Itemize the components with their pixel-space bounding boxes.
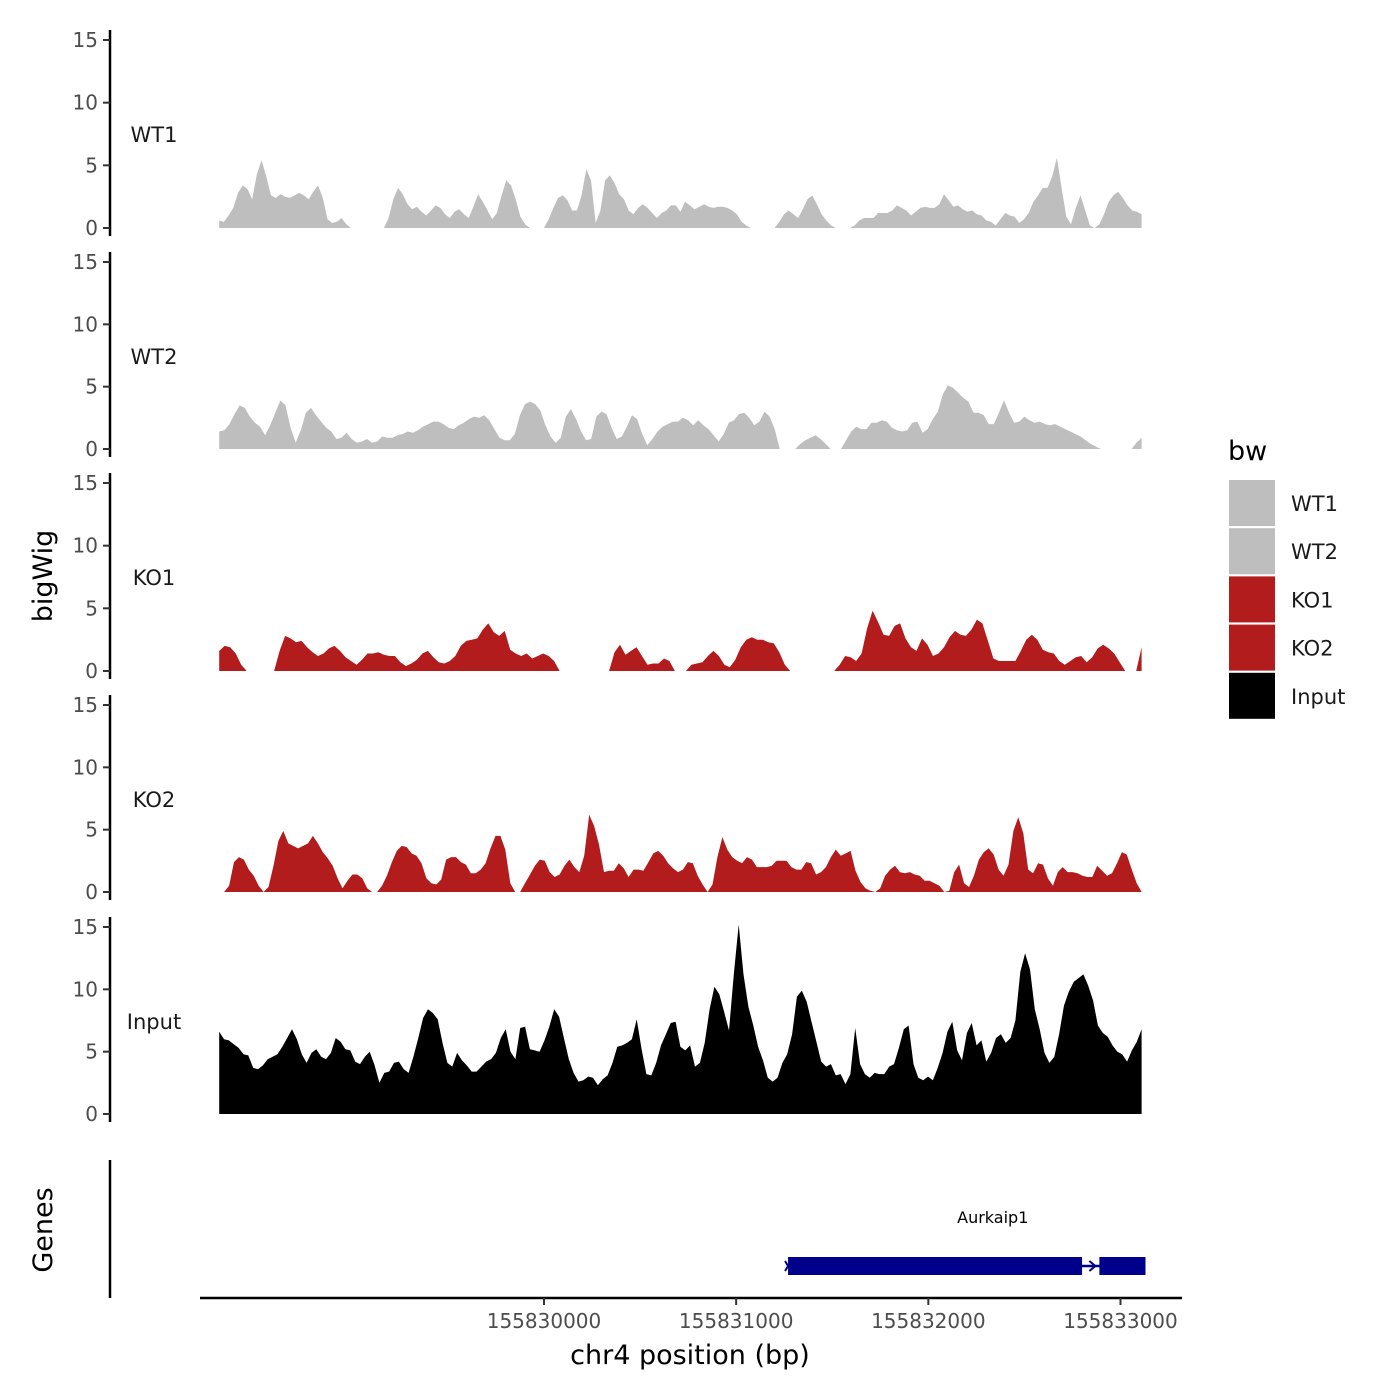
- x-tick-label: 155831000: [679, 1309, 794, 1333]
- y-tick-label: 0: [85, 1102, 98, 1126]
- y-tick-label: 10: [73, 977, 98, 1001]
- legend-title: bw: [1228, 436, 1267, 467]
- track-label: KO2: [133, 788, 176, 812]
- coverage-area: [219, 157, 1142, 228]
- track-wt1: 0 5 10 15 WT1: [73, 28, 1142, 240]
- y-tick-label: 15: [73, 693, 98, 717]
- track-label: KO1: [133, 566, 176, 590]
- gene-track: Aurkaip1: [108, 1160, 1146, 1298]
- track-label: WT2: [131, 345, 178, 369]
- x-tick-label: 155833000: [1063, 1309, 1178, 1333]
- y-axis-title-genes: Genes: [28, 1187, 59, 1272]
- legend-label: WT2: [1291, 540, 1338, 564]
- gene-aurkaip1: Aurkaip1: [784, 1208, 1146, 1275]
- y-tick-label: 0: [85, 880, 98, 904]
- x-ticks: 155830000 155831000 155832000 155833000: [487, 1298, 1178, 1333]
- x-tick-label: 155830000: [487, 1309, 602, 1333]
- legend: bw WT1 WT2 KO1 KO2 Input: [1228, 436, 1345, 719]
- legend-label: WT1: [1291, 492, 1338, 516]
- gene-exon: [788, 1257, 1083, 1275]
- legend-item-wt1: WT1: [1229, 480, 1338, 526]
- y-tick-label: 15: [73, 471, 98, 495]
- coverage-area: [219, 385, 1142, 449]
- y-tick-label: 10: [73, 755, 98, 779]
- legend-swatch: [1229, 624, 1275, 671]
- gene-exon: [1099, 1257, 1146, 1275]
- legend-item-input: Input: [1229, 672, 1345, 719]
- track-ko2: 0 5 10 15 KO2: [73, 693, 1142, 904]
- legend-swatch: [1229, 576, 1275, 623]
- legend-item-wt2: WT2: [1229, 528, 1338, 575]
- track-ko1: 0 5 10 15 KO1: [73, 471, 1142, 683]
- strand-arrow: [784, 1260, 792, 1272]
- gene-label: Aurkaip1: [957, 1208, 1028, 1227]
- y-tick-label: 15: [73, 28, 98, 52]
- y-tick-label: 10: [73, 91, 98, 115]
- y-tick-label: 15: [73, 250, 98, 274]
- legend-swatch: [1229, 672, 1275, 719]
- y-tick-label: 10: [73, 312, 98, 336]
- y-tick-label: 15: [73, 915, 98, 939]
- y-tick-label: 0: [85, 216, 98, 240]
- y-tick-label: 5: [85, 1040, 98, 1064]
- coverage-area: [219, 610, 1142, 671]
- track-input: 0 5 10 15 Input: [73, 915, 1142, 1126]
- y-tick-label: 0: [85, 437, 98, 461]
- track-wt2: 0 5 10 15 WT2: [73, 250, 1142, 461]
- legend-label: KO1: [1291, 588, 1334, 612]
- y-tick-label: 5: [85, 375, 98, 399]
- y-tick-label: 5: [85, 153, 98, 177]
- y-tick-label: 5: [85, 596, 98, 620]
- y-tick-label: 5: [85, 818, 98, 842]
- coverage-area: [219, 814, 1142, 892]
- track-label: WT1: [131, 123, 178, 147]
- legend-label: Input: [1291, 685, 1345, 709]
- strand-arrow: [1088, 1260, 1097, 1272]
- x-tick-label: 155832000: [871, 1309, 986, 1333]
- legend-item-ko1: KO1: [1229, 576, 1334, 623]
- tracks-layer: 0 5 10 15 WT1 0 5 10 15 WT2 0 5 10 15 KO1 0 5 10 15 KO2 0 5 10…: [73, 28, 1142, 1126]
- legend-item-ko2: KO2: [1229, 624, 1334, 671]
- track-label: Input: [127, 1010, 181, 1034]
- y-axis-title-bigwig: bigWig: [28, 530, 59, 623]
- x-axis-title: chr4 position (bp): [570, 1340, 810, 1371]
- legend-swatch: [1229, 528, 1275, 575]
- y-tick-label: 10: [73, 534, 98, 558]
- y-tick-label: 0: [85, 659, 98, 683]
- legend-label: KO2: [1291, 637, 1334, 661]
- coverage-area: [219, 924, 1142, 1114]
- legend-swatch: [1229, 480, 1275, 526]
- x-axis: 155830000 155831000 155832000 155833000 chr…: [200, 1296, 1182, 1371]
